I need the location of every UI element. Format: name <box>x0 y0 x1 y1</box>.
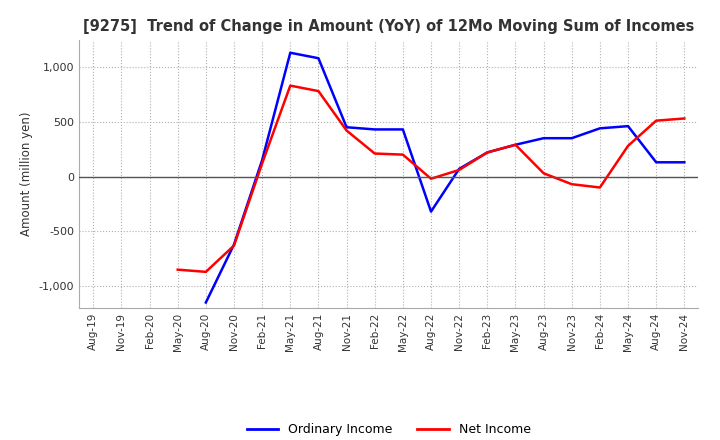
Net Income <box>399 152 408 157</box>
Ordinary Income <box>314 55 323 61</box>
Net Income <box>511 142 520 147</box>
Net Income <box>483 150 492 155</box>
Ordinary Income <box>455 166 464 172</box>
Ordinary Income <box>511 142 520 147</box>
Net Income <box>455 167 464 172</box>
Title: [9275]  Trend of Change in Amount (YoY) of 12Mo Moving Sum of Incomes: [9275] Trend of Change in Amount (YoY) o… <box>83 19 695 34</box>
Net Income <box>652 118 660 123</box>
Net Income <box>539 171 548 176</box>
Net Income <box>624 143 632 149</box>
Net Income <box>427 176 436 181</box>
Ordinary Income <box>342 125 351 130</box>
Net Income <box>174 267 182 272</box>
Ordinary Income <box>483 150 492 155</box>
Line: Ordinary Income: Ordinary Income <box>206 53 684 303</box>
Net Income <box>286 83 294 88</box>
Ordinary Income <box>595 126 604 131</box>
Ordinary Income <box>286 50 294 55</box>
Line: Net Income: Net Income <box>178 86 684 272</box>
Net Income <box>680 116 688 121</box>
Net Income <box>202 269 210 275</box>
Net Income <box>370 151 379 156</box>
Ordinary Income <box>399 127 408 132</box>
Ordinary Income <box>680 160 688 165</box>
Ordinary Income <box>652 160 660 165</box>
Ordinary Income <box>202 300 210 305</box>
Ordinary Income <box>370 127 379 132</box>
Net Income <box>230 243 238 248</box>
Ordinary Income <box>230 242 238 247</box>
Legend: Ordinary Income, Net Income: Ordinary Income, Net Income <box>242 418 536 440</box>
Ordinary Income <box>258 158 266 163</box>
Net Income <box>595 185 604 190</box>
Ordinary Income <box>567 136 576 141</box>
Ordinary Income <box>624 124 632 129</box>
Y-axis label: Amount (million yen): Amount (million yen) <box>20 112 33 236</box>
Net Income <box>567 182 576 187</box>
Net Income <box>314 88 323 94</box>
Ordinary Income <box>427 209 436 214</box>
Net Income <box>258 161 266 166</box>
Net Income <box>342 128 351 133</box>
Ordinary Income <box>539 136 548 141</box>
